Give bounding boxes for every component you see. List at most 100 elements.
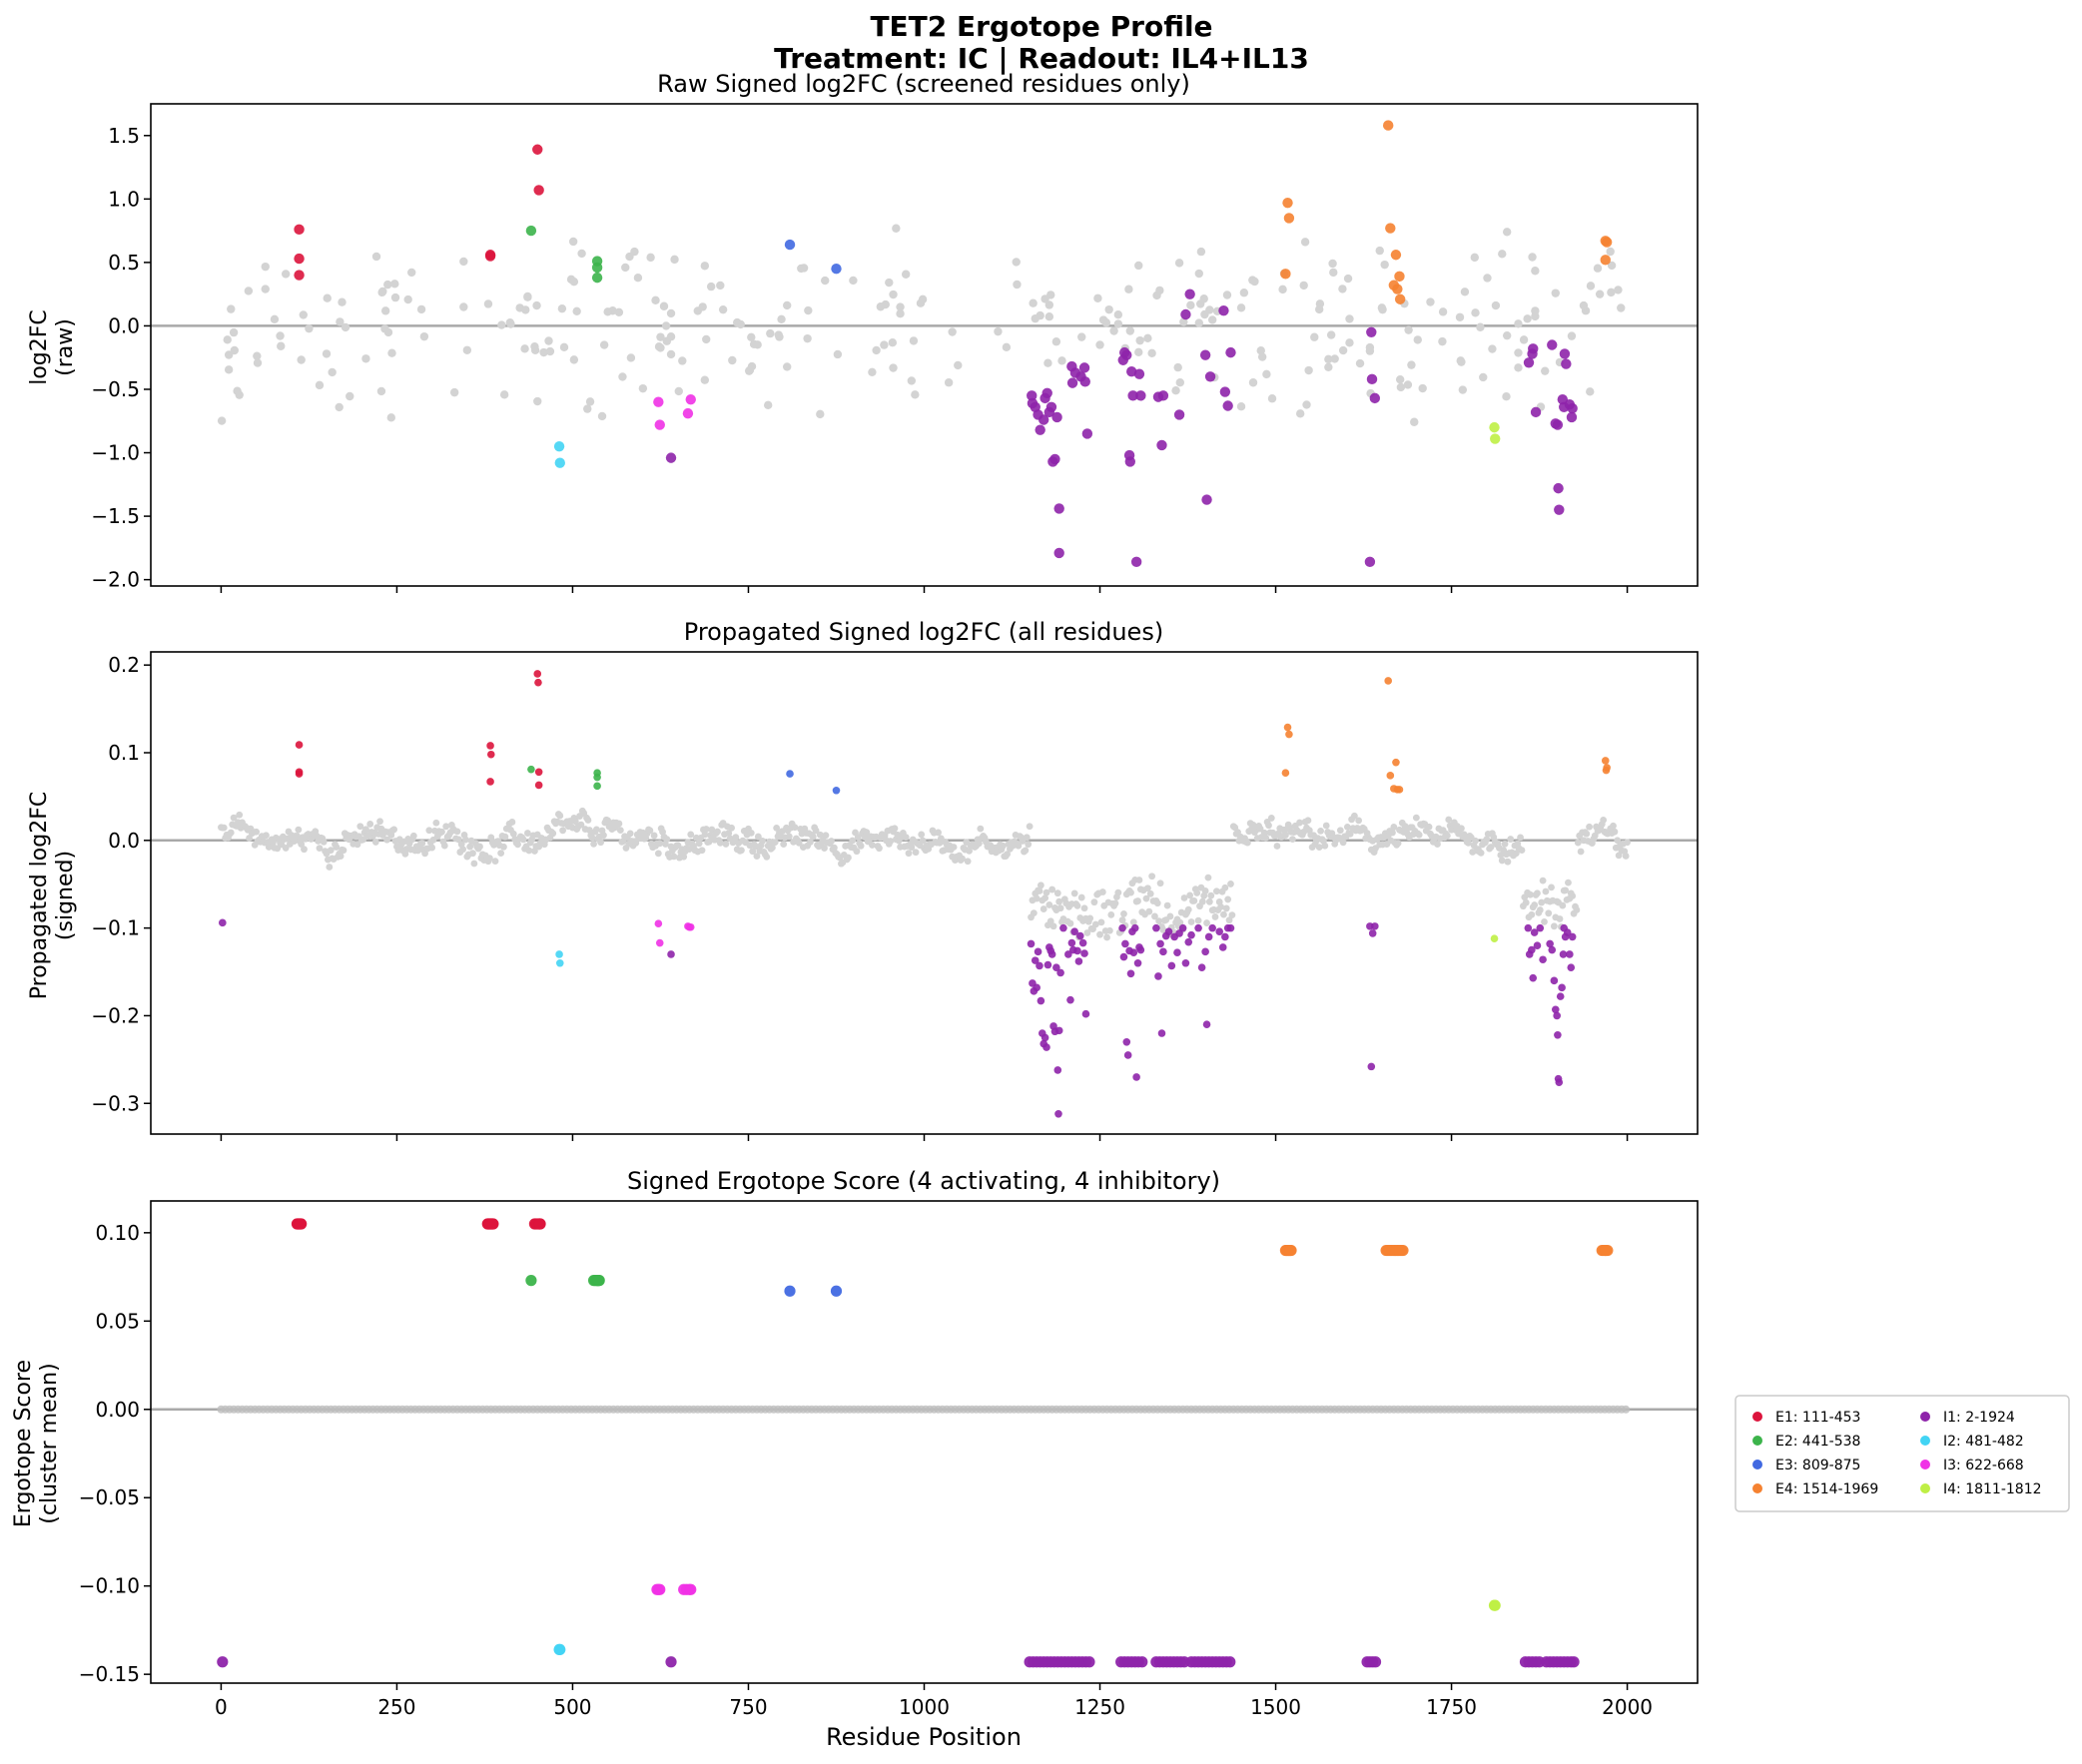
background-point <box>1090 898 1098 906</box>
background-point <box>1228 911 1236 919</box>
propagated-series-i4 <box>1490 934 1499 942</box>
background-point <box>1073 901 1081 909</box>
background-point <box>994 326 1003 336</box>
data-point-i1 <box>1554 504 1565 515</box>
background-point <box>1593 264 1603 273</box>
background-point <box>508 819 516 826</box>
background-point <box>371 252 381 262</box>
background-point <box>1565 879 1572 886</box>
data-point-i1 <box>1530 406 1542 418</box>
propagated-plot-frame <box>150 651 1699 1135</box>
raw-ytick-label: 1.5 <box>108 124 140 148</box>
ergotope-xtick-label: 1000 <box>899 1695 950 1719</box>
background-point <box>1046 917 1054 925</box>
data-point-i1 <box>1533 941 1542 949</box>
background-point <box>1204 874 1212 882</box>
background-point <box>1425 823 1433 831</box>
background-point <box>1412 814 1420 822</box>
background-point <box>476 843 483 851</box>
data-point-e4 <box>1390 250 1402 261</box>
data-point-i1 <box>1076 931 1084 940</box>
propagated-series-i2 <box>555 950 564 967</box>
background-point <box>1042 888 1050 896</box>
data-point-i1 <box>1553 1011 1561 1020</box>
legend-marker-i4 <box>1920 1483 1930 1493</box>
background-point <box>376 386 386 396</box>
propagated-series-e4 <box>1281 677 1611 794</box>
raw-series-i4 <box>1489 421 1501 444</box>
background-point <box>506 319 515 328</box>
background-point <box>1155 917 1163 925</box>
background-point <box>1345 338 1354 347</box>
background-point <box>1338 345 1348 355</box>
background-point <box>1407 360 1416 369</box>
background-point <box>666 332 676 341</box>
background-point <box>614 307 624 316</box>
background-point <box>1152 291 1161 300</box>
background-point <box>1501 840 1509 848</box>
background-point <box>1534 889 1541 897</box>
background-point <box>449 387 459 397</box>
background-point <box>1404 325 1413 334</box>
ergotope-series-i1 <box>217 1656 1580 1668</box>
propagated-series-e1 <box>295 670 543 790</box>
data-point-i1 <box>1552 419 1564 430</box>
background-point <box>1465 840 1472 847</box>
background-point <box>1611 828 1619 836</box>
data-point-e4 <box>1392 758 1400 767</box>
data-point-i1 <box>1136 1656 1148 1668</box>
background-point <box>1483 274 1492 283</box>
data-point-i3 <box>654 1583 666 1595</box>
data-point-e1 <box>534 1218 546 1230</box>
background-point <box>849 276 858 286</box>
background-point <box>301 846 308 854</box>
background-point <box>425 827 433 835</box>
ergotope-xtick-label: 250 <box>377 1695 415 1719</box>
background-point <box>1043 358 1052 367</box>
background-point <box>1044 300 1054 309</box>
data-point-i1 <box>1550 976 1559 985</box>
background-point <box>523 830 531 837</box>
raw-ytick-label: −2.0 <box>91 568 140 592</box>
background-point <box>959 855 966 863</box>
background-point <box>459 257 468 267</box>
background-point <box>592 826 600 834</box>
data-point-i1 <box>1548 945 1557 954</box>
background-point <box>501 833 509 841</box>
background-point <box>745 365 755 375</box>
background-point <box>1504 858 1512 866</box>
background-point <box>263 832 270 840</box>
background-point <box>1282 832 1289 839</box>
data-point-e4 <box>1392 284 1403 294</box>
data-point-i1 <box>1184 937 1193 946</box>
background-point <box>323 294 332 302</box>
ergotope-ytick-label: 0.00 <box>95 1398 140 1422</box>
panel-ergotope-score: Signed Ergotope Score (4 activating, 4 i… <box>11 1167 1699 1719</box>
legend-label-i1: I1: 2-1924 <box>1943 1410 2015 1426</box>
legend-frame <box>1735 1395 2070 1512</box>
background-point <box>714 828 721 836</box>
background-point <box>1144 884 1151 892</box>
background-point <box>1096 930 1103 938</box>
background-point <box>1203 919 1210 926</box>
background-point <box>1314 304 1324 314</box>
background-point <box>380 324 389 333</box>
ergotope-series-e1 <box>291 1218 546 1230</box>
background-point <box>353 841 361 849</box>
background-point <box>462 836 469 844</box>
data-point-i1 <box>1121 939 1129 948</box>
data-point-e3 <box>832 786 841 795</box>
raw-background-points <box>217 224 1626 426</box>
background-point <box>1579 300 1589 310</box>
background-point <box>1222 904 1230 912</box>
background-point <box>918 294 928 304</box>
background-point <box>1396 382 1406 392</box>
background-point <box>1207 315 1217 324</box>
data-point-i1 <box>1083 1656 1095 1668</box>
propagated-ytick-label: −0.2 <box>91 1003 140 1027</box>
data-point-i1 <box>1546 939 1554 948</box>
background-point <box>583 404 592 413</box>
background-point <box>341 322 350 332</box>
data-point-i4 <box>1490 934 1499 942</box>
ergotope-series-e2 <box>525 1275 605 1287</box>
